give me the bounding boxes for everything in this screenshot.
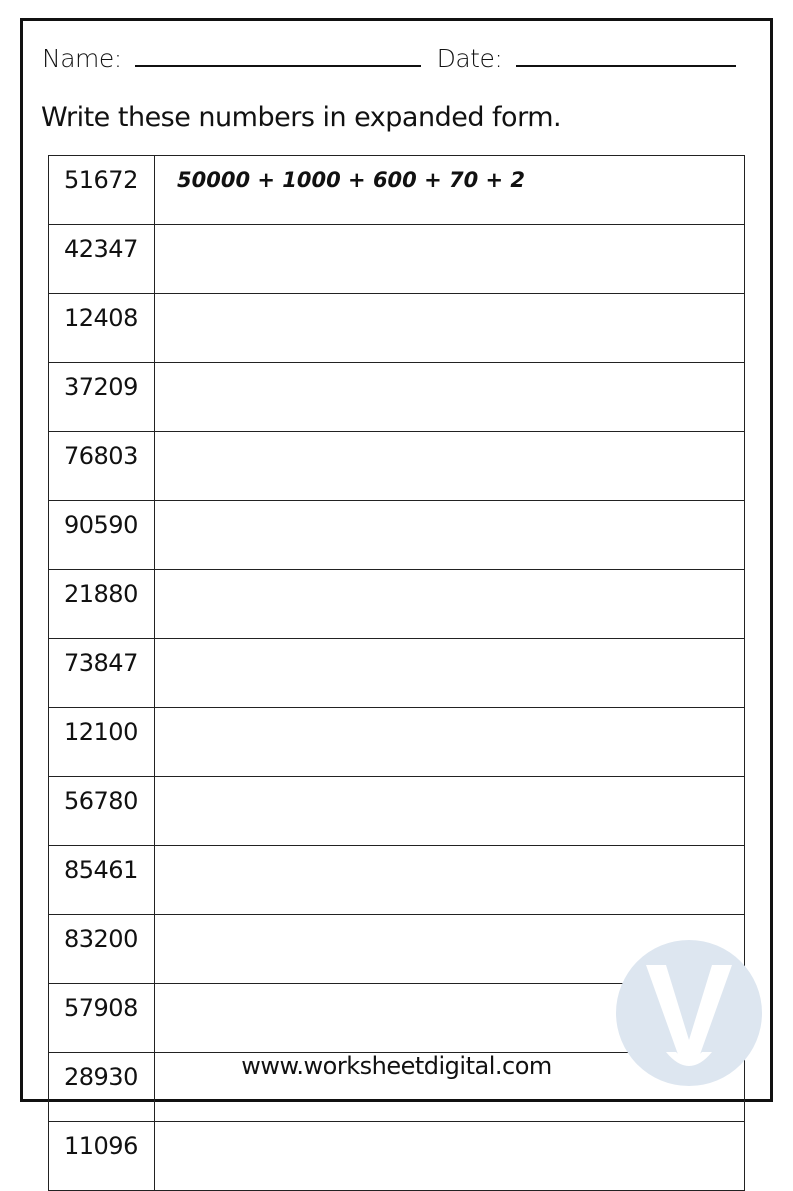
number-cell: 28930 (48, 1052, 155, 1122)
number-cell: 12100 (48, 707, 155, 777)
number-cell: 57908 (48, 983, 155, 1053)
table-row: 51672 50000 + 1000 + 600 + 70 + 2 (48, 155, 745, 225)
instruction: Write these numbers in expanded form. (41, 102, 562, 133)
answer-cell[interactable] (154, 500, 745, 570)
table-row: 12100 (48, 707, 745, 777)
answer-cell[interactable] (154, 707, 745, 777)
answer-cell[interactable] (154, 638, 745, 708)
number-cell: 83200 (48, 914, 155, 984)
answer-cell[interactable] (154, 569, 745, 639)
table-row: 21880 (48, 569, 745, 639)
answer-cell[interactable] (154, 1121, 745, 1191)
table-row: 42347 (48, 224, 745, 294)
number-cell: 73847 (48, 638, 155, 708)
table-row: 76803 (48, 431, 745, 501)
number-cell: 56780 (48, 776, 155, 846)
table-row: 73847 (48, 638, 745, 708)
table-row: 11096 (48, 1121, 745, 1191)
name-field[interactable] (135, 61, 422, 67)
date-field[interactable] (515, 61, 736, 67)
name-label: Name: (42, 44, 122, 73)
watermark-logo-icon (616, 940, 762, 1086)
table-row: 85461 (48, 845, 745, 915)
answer-cell[interactable] (154, 224, 745, 294)
table-row: 12408 (48, 293, 745, 363)
answer-cell[interactable]: 50000 + 1000 + 600 + 70 + 2 (154, 155, 745, 225)
answer-cell[interactable] (154, 431, 745, 501)
number-cell: 37209 (48, 362, 155, 432)
table-row: 56780 (48, 776, 745, 846)
answer-cell[interactable] (154, 845, 745, 915)
number-cell: 76803 (48, 431, 155, 501)
number-cell: 11096 (48, 1121, 155, 1191)
number-cell: 12408 (48, 293, 155, 363)
answer-cell[interactable] (154, 293, 745, 363)
number-cell: 51672 (48, 155, 155, 225)
number-cell: 85461 (48, 845, 155, 915)
footer-url: www.worksheetdigital.com (241, 1052, 552, 1080)
table-row: 90590 (48, 500, 745, 570)
number-cell: 90590 (48, 500, 155, 570)
name-date-header: Name: Date: (42, 44, 736, 73)
number-cell: 21880 (48, 569, 155, 639)
answer-cell[interactable] (154, 776, 745, 846)
number-cell: 42347 (48, 224, 155, 294)
answer-cell[interactable] (154, 362, 745, 432)
date-label: Date: (436, 44, 503, 73)
table-row: 37209 (48, 362, 745, 432)
